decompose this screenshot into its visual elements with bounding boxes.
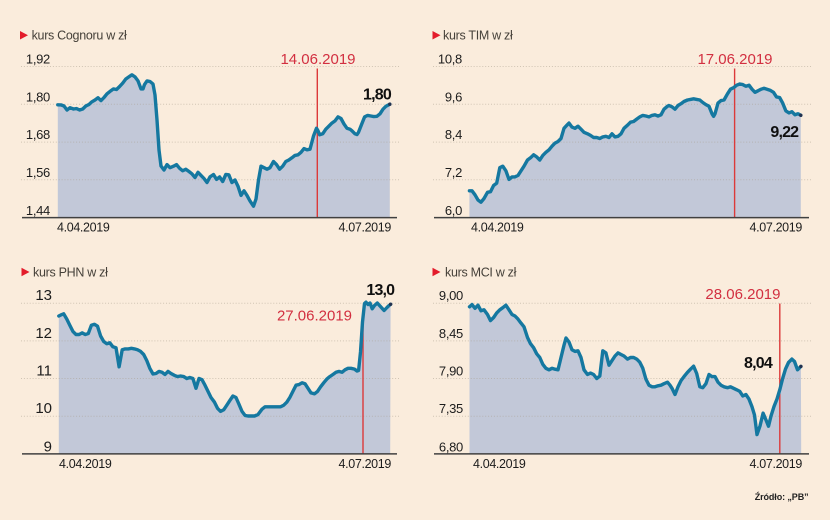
svg-text:4.04.2019: 4.04.2019 <box>59 457 112 471</box>
svg-text:9,00: 9,00 <box>439 288 463 303</box>
svg-text:6,80: 6,80 <box>439 439 463 454</box>
svg-text:6,0: 6,0 <box>445 203 462 218</box>
svg-text:7,35: 7,35 <box>439 401 463 416</box>
svg-text:8,45: 8,45 <box>439 326 463 341</box>
svg-text:1,80: 1,80 <box>26 89 50 104</box>
svg-text:1,80: 1,80 <box>363 87 392 104</box>
svg-text:kurs PHN w zł: kurs PHN w zł <box>33 265 108 279</box>
svg-text:4.07.2019: 4.07.2019 <box>750 220 803 234</box>
svg-text:1,44: 1,44 <box>26 203 50 218</box>
svg-text:14.06.2019: 14.06.2019 <box>280 51 355 68</box>
svg-text:10,8: 10,8 <box>438 52 462 67</box>
svg-text:9,6: 9,6 <box>445 89 462 104</box>
svg-text:11: 11 <box>36 363 52 380</box>
svg-text:4.04.2019: 4.04.2019 <box>57 220 110 234</box>
svg-text:27.06.2019: 27.06.2019 <box>277 308 352 325</box>
svg-text:12: 12 <box>35 325 52 342</box>
svg-text:9: 9 <box>44 438 52 455</box>
svg-text:8,04: 8,04 <box>744 355 773 372</box>
svg-text:8,4: 8,4 <box>445 127 462 142</box>
svg-text:4.07.2019: 4.07.2019 <box>339 457 392 471</box>
svg-text:7,90: 7,90 <box>439 364 463 379</box>
svg-text:kurs MCI w zł: kurs MCI w zł <box>445 265 517 279</box>
svg-text:9,22: 9,22 <box>770 124 799 141</box>
svg-text:4.04.2019: 4.04.2019 <box>473 457 526 471</box>
svg-text:7,2: 7,2 <box>445 165 462 180</box>
svg-text:1,68: 1,68 <box>26 127 50 142</box>
svg-text:13,0: 13,0 <box>366 282 395 299</box>
svg-text:13: 13 <box>35 287 52 304</box>
svg-text:4.07.2019: 4.07.2019 <box>750 457 803 471</box>
svg-text:kurs TIM w zł: kurs TIM w zł <box>443 28 513 42</box>
svg-text:10: 10 <box>35 400 52 417</box>
svg-text:4.07.2019: 4.07.2019 <box>339 220 392 234</box>
svg-text:Źródło: „PB”: Źródło: „PB” <box>755 492 809 502</box>
svg-text:4.04.2019: 4.04.2019 <box>471 220 524 234</box>
svg-text:17.06.2019: 17.06.2019 <box>697 51 772 68</box>
svg-text:28.06.2019: 28.06.2019 <box>705 286 780 303</box>
svg-text:1,92: 1,92 <box>26 52 50 67</box>
svg-text:kurs Cognoru w zł: kurs Cognoru w zł <box>32 28 127 42</box>
svg-text:1,56: 1,56 <box>26 165 50 180</box>
